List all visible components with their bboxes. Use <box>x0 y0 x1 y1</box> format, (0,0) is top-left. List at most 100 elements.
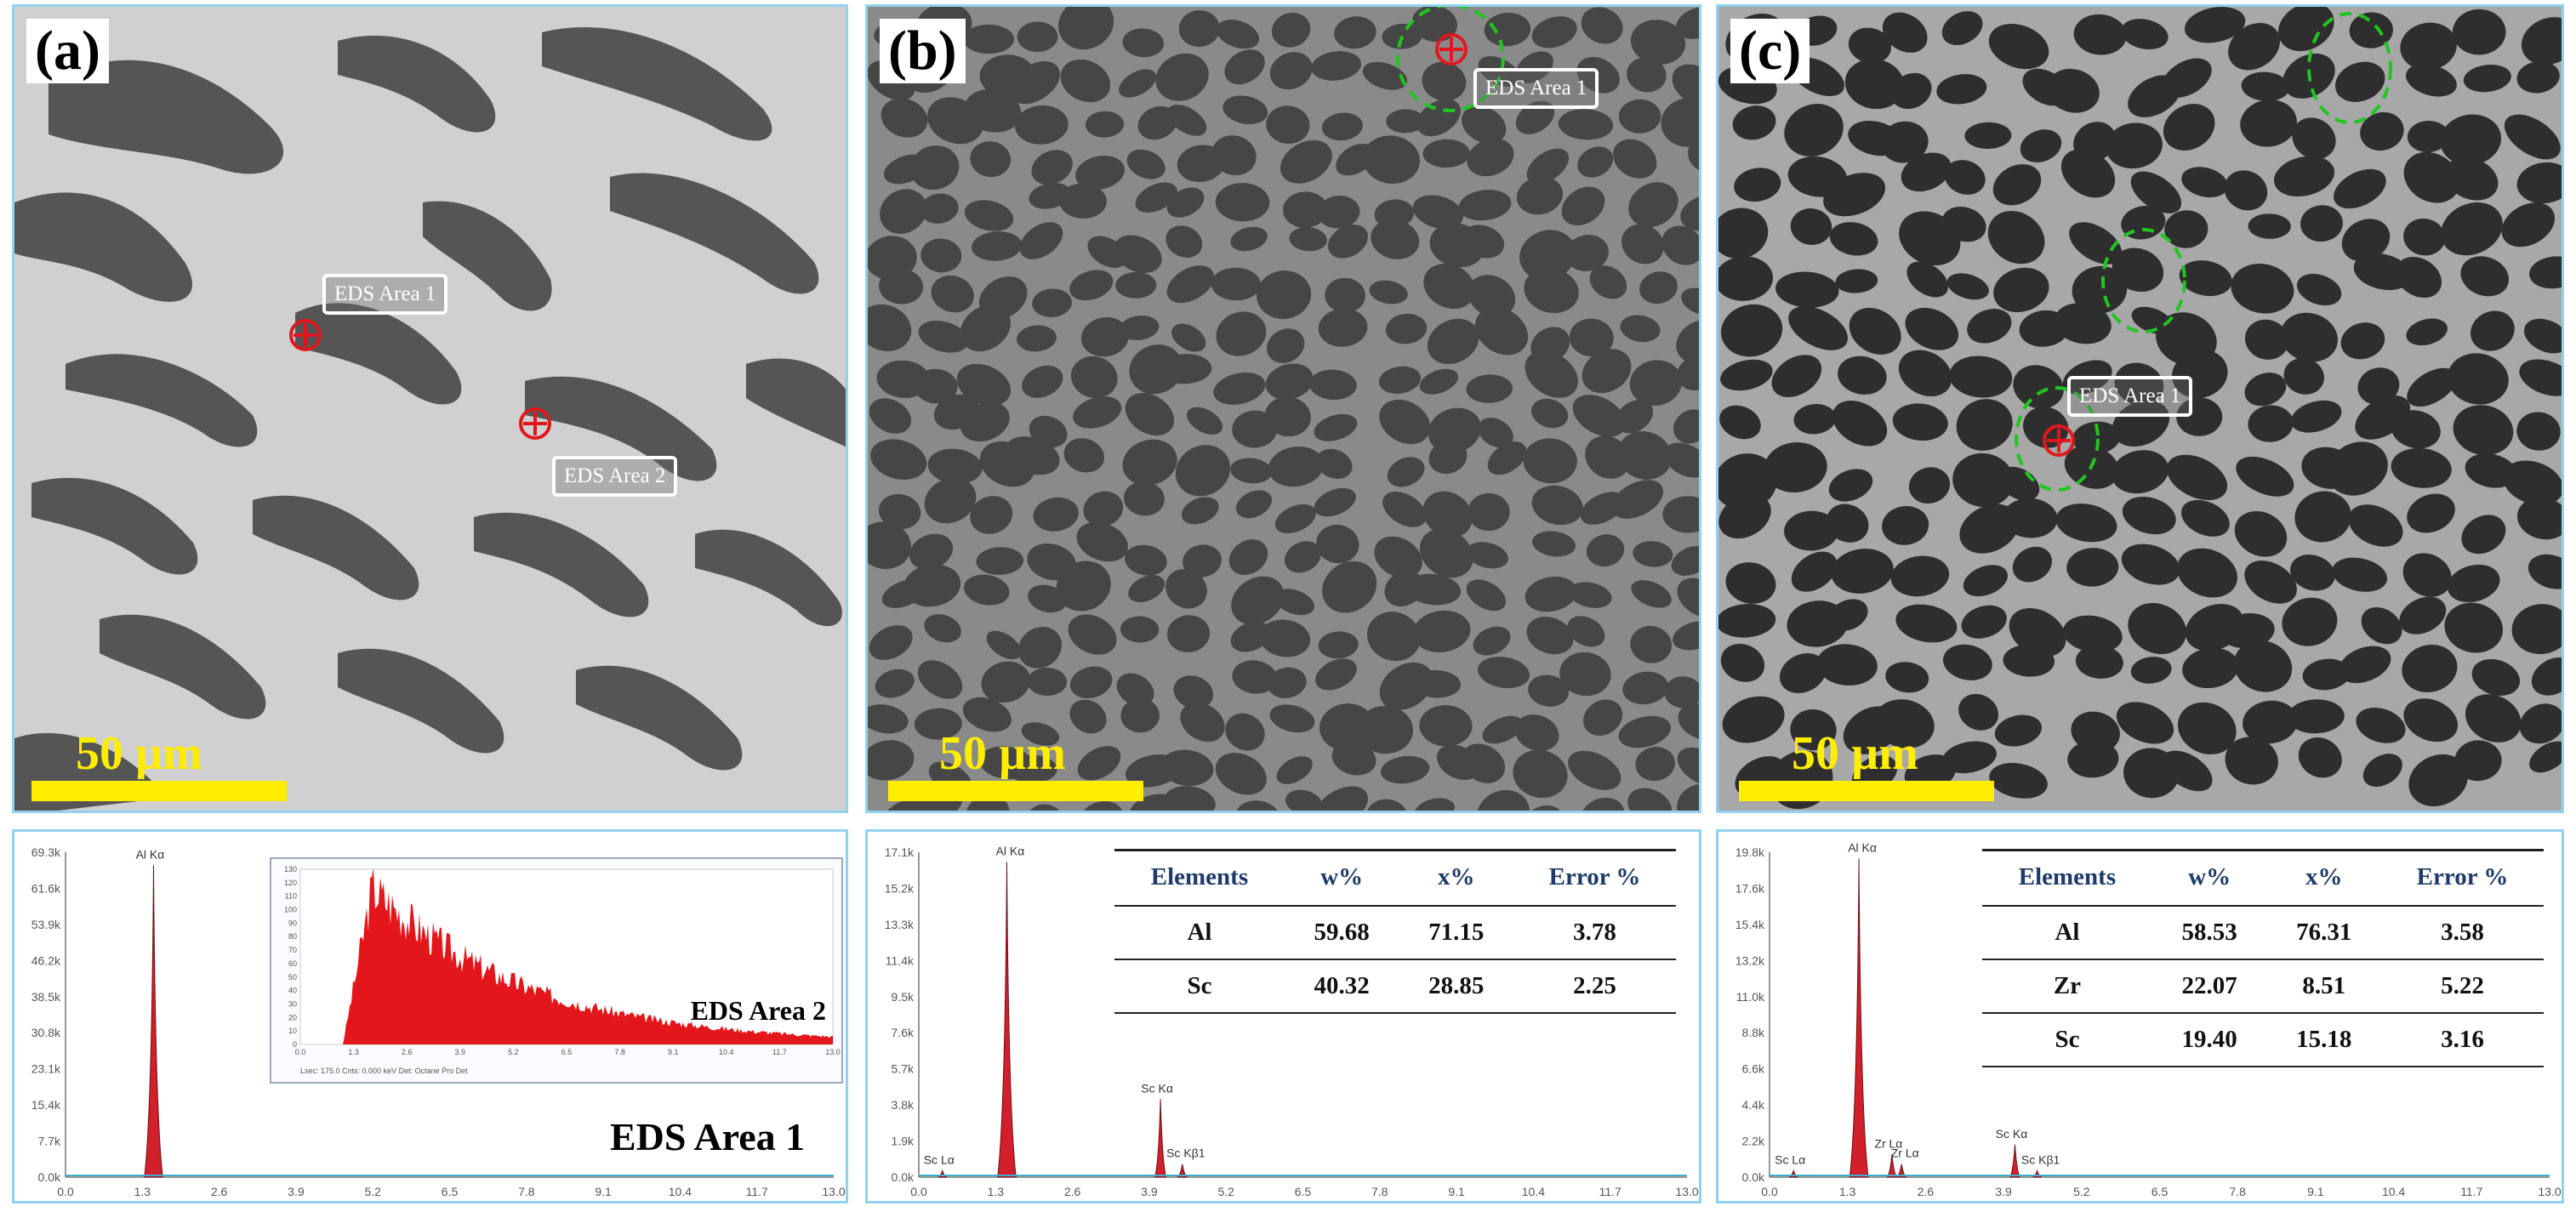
cell: 2.25 <box>1513 959 1676 1014</box>
cell-shape <box>1663 442 1699 478</box>
cell-shape <box>1123 481 1165 516</box>
cell-shape <box>903 564 961 607</box>
cell-shape <box>1171 323 1206 352</box>
cell-shape <box>1284 541 1321 573</box>
cell-shape <box>1222 95 1268 125</box>
y-tick-label: 61.6k <box>31 881 61 895</box>
col-error: Error % <box>2381 849 2544 907</box>
cell-shape <box>1073 396 1122 429</box>
cell-shape <box>2130 657 2172 684</box>
cell-shape <box>1513 749 1568 799</box>
y-tick-label: 15.4k <box>31 1098 61 1112</box>
inset-x-tick-label: 2.6 <box>402 1048 413 1056</box>
y-tick-label: 46.2k <box>31 953 61 967</box>
cell-shape <box>1568 750 1621 790</box>
cell-shape <box>1901 152 1952 192</box>
cell-shape <box>1069 666 1113 699</box>
cell-shape <box>2106 122 2163 169</box>
cell-shape <box>909 533 954 570</box>
inset-y-tick-label: 0 <box>293 1040 297 1049</box>
inset-y-tick-label: 110 <box>285 892 297 901</box>
cell-shape <box>1673 409 1699 444</box>
cell-shape <box>2403 151 2460 203</box>
cell: Al <box>1982 906 2152 960</box>
cell-shape <box>2280 312 2338 362</box>
cell-shape <box>1873 699 1935 748</box>
cell-shape <box>2121 543 2180 585</box>
cell-shape <box>2519 359 2562 396</box>
peak-label: Zr Lα <box>1874 1136 1902 1150</box>
cell-shape <box>1514 714 1559 752</box>
cell-shape <box>1613 139 1657 179</box>
scale-bar-a <box>31 781 287 801</box>
cell-shape <box>1285 789 1323 811</box>
cell-shape <box>1021 722 1060 746</box>
cell-shape <box>2244 560 2297 604</box>
cell-shape <box>1565 235 1609 271</box>
cell-shape <box>2003 498 2058 538</box>
cell-shape <box>1125 544 1167 576</box>
cell-shape <box>1126 149 1165 179</box>
cell-shape <box>1580 797 1625 811</box>
cell-shape <box>2406 318 2448 346</box>
cell-shape <box>1906 261 1948 298</box>
cell-shape <box>1764 442 1827 492</box>
cell-shape <box>2112 450 2169 494</box>
y-tick-label: 3.8k <box>892 1098 915 1112</box>
y-tick-label: 11.0k <box>1736 990 1765 1004</box>
cell-shape <box>1325 277 1365 313</box>
cell-shape <box>2300 205 2343 242</box>
cell-shape <box>1379 399 1431 445</box>
cell-shape <box>927 448 983 484</box>
cell-shape <box>1628 182 1678 227</box>
cell-shape <box>1577 146 1614 178</box>
cell-shape <box>2460 256 2510 297</box>
cell-shape <box>1467 138 1514 177</box>
cell-shape <box>868 740 915 781</box>
cell-shape <box>1004 436 1060 475</box>
x-tick-label: 10.4 <box>669 1185 692 1198</box>
cell-shape <box>1838 356 1887 395</box>
cell: 15.18 <box>2266 1013 2382 1067</box>
cell-shape <box>1633 541 1673 567</box>
cell-shape <box>2177 702 2237 754</box>
col-atomic: x% <box>1399 849 1514 907</box>
cell-shape <box>1720 359 1773 391</box>
cell-shape <box>2182 647 2239 689</box>
cell-shape <box>1952 452 2015 508</box>
cell-shape <box>2501 202 2556 248</box>
cell-shape <box>976 547 1024 575</box>
cell-shape <box>981 661 1031 703</box>
cell-shape <box>1677 578 1699 618</box>
cell-shape <box>2114 362 2164 406</box>
cell-shape <box>1178 10 1220 48</box>
y-tick-label: 13.2k <box>1735 953 1765 967</box>
inset-spectrum-area-2: 0 10 20 30 40 50 60 70 80 90 100 110 120 130 0.0 1.3 2.6… <box>270 857 843 1084</box>
cell-shape <box>1941 206 1986 242</box>
inset-x-tick-label: 11.7 <box>772 1048 787 1056</box>
x-tick-label: 11.7 <box>1599 1185 1621 1198</box>
cell-shape <box>914 708 962 740</box>
cell-shape <box>875 669 915 698</box>
cell-shape <box>1791 551 1838 592</box>
cell-shape <box>1661 225 1699 265</box>
cell-shape <box>1620 315 1661 343</box>
y-tick-label: 1.9k <box>892 1135 915 1148</box>
cell-shape <box>2172 350 2228 399</box>
cell-shape <box>1826 504 1869 543</box>
cell-shape <box>1526 617 1574 655</box>
cell-shape <box>1077 746 1121 781</box>
cell-shape <box>1525 576 1577 612</box>
cell-shape <box>2529 741 2562 773</box>
cell-shape <box>1885 662 1929 693</box>
cell-shape <box>2407 120 2449 153</box>
cell-shape <box>2003 645 2055 677</box>
cell-shape <box>1321 112 1363 141</box>
cell-shape <box>2502 460 2562 505</box>
cell-shape <box>1662 496 1699 533</box>
cell-shape <box>1718 256 1774 301</box>
cell-shape <box>1289 227 1327 252</box>
sem-image-a: (a) EDS Area 1 EDS Area 2 50 µm <box>12 4 848 813</box>
cell-shape <box>970 496 1013 534</box>
cell-shape <box>917 660 963 699</box>
